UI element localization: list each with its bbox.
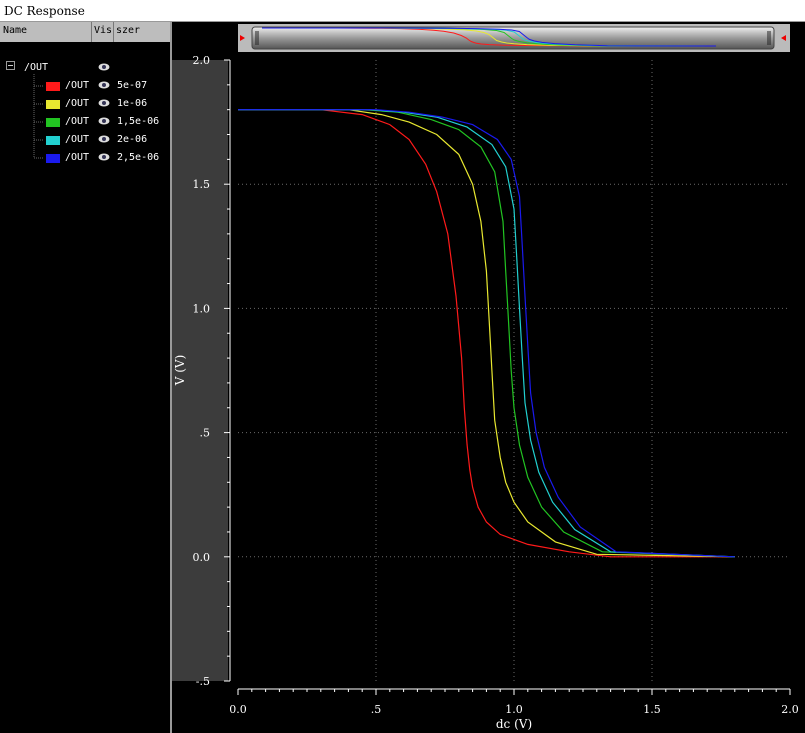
x-tick-label: 1.5 [643, 703, 661, 716]
collapse-icon[interactable] [6, 61, 16, 71]
x-tick-label: .5 [371, 703, 382, 716]
tick-labels: 2.0 1.5 1.0 .5 0.0 -.5 0.0 .5 1.0 1.5 2.0 [193, 54, 799, 716]
series-param: 5e-07 [117, 80, 148, 91]
series-name: /OUT [65, 152, 90, 163]
overview-scrollbar[interactable] [238, 24, 790, 52]
y-tick-label: 0.0 [193, 551, 211, 564]
series-param: 2e-06 [117, 134, 148, 145]
series-name: /OUT [65, 80, 90, 91]
visibility-eye-icon[interactable] [98, 61, 110, 73]
visibility-eye-icon[interactable] [98, 151, 110, 163]
series-name: /OUT [65, 98, 90, 109]
y-tick-label: -.5 [196, 675, 210, 688]
x-tick-label: 2.0 [781, 703, 799, 716]
legend-column-header: Name Vis szer [0, 22, 170, 42]
overview-series-line [262, 27, 717, 47]
title-bar: DC Response [0, 0, 805, 22]
y-tick-label: .5 [200, 427, 211, 440]
series-name: /OUT [65, 116, 90, 127]
y-axis-label: V (V) [173, 355, 187, 387]
visibility-eye-icon[interactable] [98, 79, 110, 91]
series-line [238, 109, 735, 558]
x-tick-label: 0.0 [229, 703, 247, 716]
axes [224, 59, 791, 695]
x-tick-label: 1.0 [505, 703, 523, 716]
tree-root-label[interactable]: /OUT [24, 62, 49, 73]
series-name: /OUT [65, 134, 90, 145]
window-title: DC Response [4, 4, 85, 18]
column-szer[interactable]: szer [116, 25, 141, 36]
series-lines [238, 109, 735, 558]
visibility-eye-icon[interactable] [98, 115, 110, 127]
grid-lines [238, 60, 790, 681]
column-divider[interactable] [91, 22, 92, 42]
y-tick-label: 1.5 [193, 178, 211, 191]
series-color-swatch [46, 100, 60, 109]
series-color-swatch [46, 154, 60, 163]
column-divider[interactable] [113, 22, 114, 42]
x-axis-label: dc (V) [496, 717, 532, 731]
legend-panel: Name Vis szer /OUT /OUT 5e-07 /OUT 1e- [0, 22, 172, 733]
y-tick-label: 1.0 [193, 302, 211, 315]
series-param: 1,5e-06 [117, 116, 160, 127]
overview-curves [262, 27, 717, 47]
y-axis-gutter [172, 60, 228, 681]
series-line [238, 109, 735, 558]
scroll-right-arrow-icon[interactable] [781, 35, 786, 41]
series-line [238, 109, 735, 558]
series-color-swatch [46, 82, 60, 91]
column-vis[interactable]: Vis [94, 25, 113, 36]
series-line [238, 109, 735, 558]
series-color-swatch [46, 136, 60, 145]
visibility-eye-icon[interactable] [98, 133, 110, 145]
column-name[interactable]: Name [3, 25, 28, 36]
series-param: 1e-06 [117, 98, 148, 109]
y-tick-label: 2.0 [193, 54, 211, 67]
visibility-eye-icon[interactable] [98, 97, 110, 109]
series-param: 2,5e-06 [117, 152, 160, 163]
overview-thumb[interactable] [251, 26, 775, 50]
tree-connectors [33, 74, 44, 159]
scroll-left-arrow-icon[interactable] [240, 35, 245, 41]
series-color-swatch [46, 118, 60, 127]
series-line [238, 109, 735, 558]
